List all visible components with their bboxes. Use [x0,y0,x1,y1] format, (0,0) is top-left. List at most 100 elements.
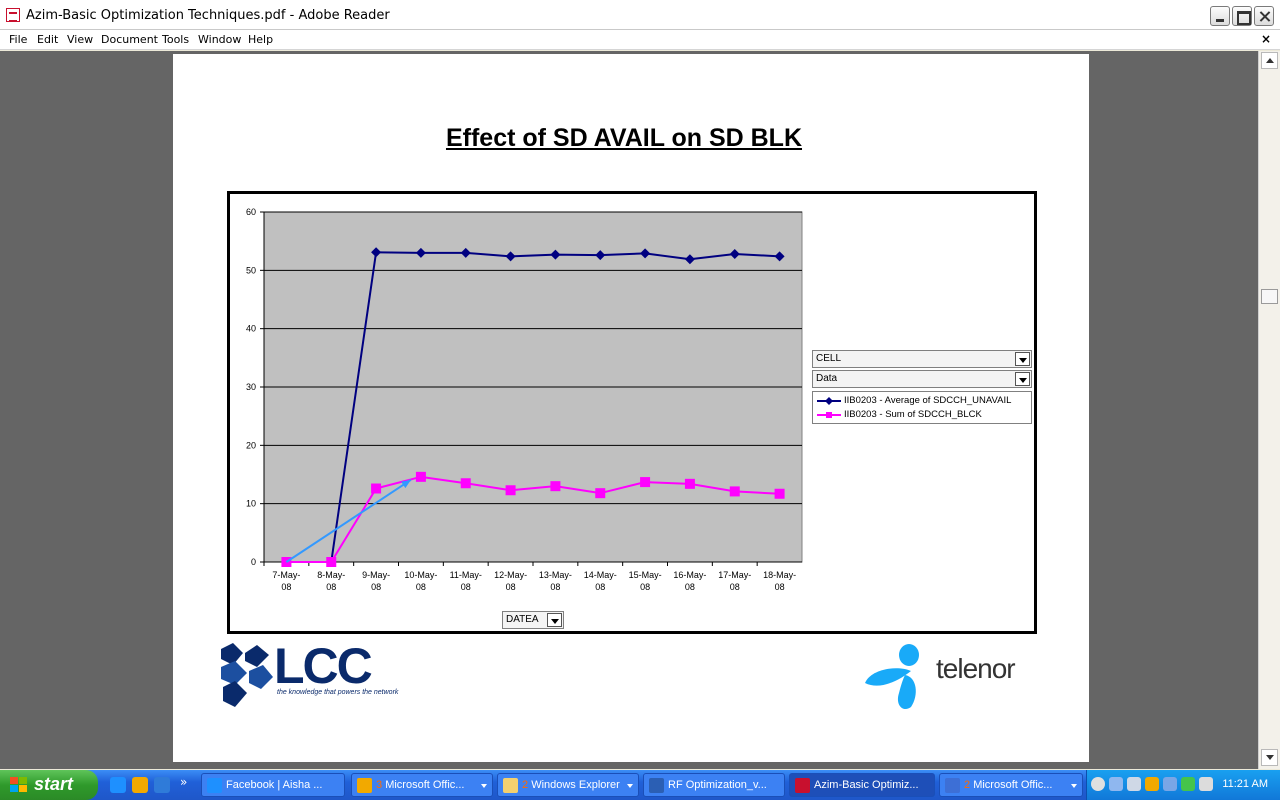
y-tick-label: 0 [251,557,256,567]
series-line [286,475,780,563]
y-tick-label: 50 [246,265,256,275]
cell-field-dropdown[interactable]: CELL [812,350,1032,368]
task-app-icon [207,778,222,793]
square-marker-icon [817,412,841,418]
y-tick-label: 10 [246,499,256,509]
lcc-tagline: the knowledge that powers the network [277,689,399,696]
title-bar: Azim-Basic Optimization Techniques.pdf -… [0,0,1280,30]
x-tick-label: 18-May- [763,570,796,580]
chevron-down-icon[interactable] [547,613,562,627]
data-point [729,486,740,497]
taskbar-button[interactable]: 2 Windows Explorer [497,773,639,797]
start-button[interactable]: start [0,770,98,800]
chevron-down-icon[interactable] [1015,372,1030,386]
x-tick-label: 11-May- [450,570,482,580]
minimize-button[interactable] [1210,6,1230,26]
internet-explorer-icon[interactable] [110,777,126,793]
window-title: Azim-Basic Optimization Techniques.pdf -… [26,8,390,23]
legend-label-blck: IIB0203 - Sum of SDCCH_BLCK [844,409,982,420]
chevron-down-icon[interactable] [1015,352,1030,366]
data-point [371,483,382,494]
quicklaunch-overflow-icon[interactable]: » [180,775,188,789]
scroll-up-arrow-icon[interactable] [1261,52,1278,69]
chart-frame: 0 10 20 30 40 50 60 7-May- 08 8-May- 08 9-May- 08 10-… [227,191,1037,634]
x-tick-label: 7-May- [272,570,300,580]
outlook-tray-icon[interactable] [1145,777,1159,791]
data-point [684,478,695,489]
diamond-marker-icon [817,397,841,405]
document-close-button[interactable]: × [1260,32,1271,46]
taskbar-button[interactable]: 2 Microsoft Offic... [939,773,1083,797]
x-tick-label: 15-May- [629,570,662,580]
datea-field-dropdown[interactable]: DATEA [502,611,564,629]
vertical-scrollbar[interactable] [1258,51,1280,769]
x-tick-label: 9-May- [362,570,390,580]
taskbar-button[interactable]: RF Optimization_v... [643,773,785,797]
x-tick-label: 10-May- [404,570,437,580]
scroll-down-arrow-icon[interactable] [1261,749,1278,766]
x-tick-label: 13-May- [539,570,572,580]
task-app-icon [945,778,960,793]
data-point [640,477,651,488]
task-label: Azim-Basic Optimiz... [814,779,919,791]
wireless-icon[interactable] [1181,777,1195,791]
taskbar-button[interactable]: 3 Microsoft Offic... [351,773,493,797]
menu-tools[interactable]: Tools [162,33,190,46]
network-icon[interactable] [1109,777,1123,791]
x-tick-label: 08 [371,582,381,592]
y-tick-label: 60 [246,207,256,217]
telenor-wordmark: telenor [936,653,1016,684]
data-point [684,254,695,265]
data-point [595,250,606,261]
menu-help[interactable]: Help [248,33,274,46]
outlook-icon[interactable] [132,777,148,793]
menu-document[interactable]: Document [101,33,158,46]
ie-quicklaunch-icon[interactable] [154,777,170,793]
connection-icon[interactable] [1163,777,1177,791]
data-point [326,557,337,567]
lcc-emblem-icon [221,643,273,707]
data-point [774,488,785,499]
task-group-count: 3 [376,779,383,791]
x-tick-label: 08 [640,582,650,592]
close-button[interactable] [1254,6,1274,26]
taskbar-button[interactable]: Azim-Basic Optimiz... [789,773,935,797]
chart-legend: IIB0203 - Average of SDCCH_UNAVAIL IIB02… [812,391,1032,424]
cell-field-label: CELL [816,353,842,364]
legend-label-unavail: IIB0203 - Average of SDCCH_UNAVAIL [844,395,1012,406]
x-tick-label: 12-May- [494,570,527,580]
task-label: RF Optimization_v... [668,779,767,791]
task-app-icon [795,778,810,793]
clock: 11:21 AM [1222,778,1268,790]
series-line [286,251,780,563]
data-point [595,488,606,499]
x-tick-label: 08 [326,582,336,592]
task-label: Facebook | Aisha ... [226,779,323,791]
x-tick-label: 08 [685,582,695,592]
x-tick-label: 08 [775,582,785,592]
menu-edit[interactable]: Edit [37,33,59,46]
task-label: Microsoft Offic... [973,779,1053,791]
y-tick-label: 20 [246,440,256,450]
system-tray: 11:21 AM [1086,770,1280,800]
pdf-page: Effect of SD AVAIL on SD BLK 0 10 20 30 40 50… [173,54,1089,762]
taskbar: start » Facebook | Aisha ... 3 Microsoft … [0,770,1280,800]
network2-icon[interactable] [1127,777,1141,791]
scroll-thumb[interactable] [1261,289,1278,304]
document-viewport[interactable]: Effect of SD AVAIL on SD BLK 0 10 20 30 40 50… [0,51,1258,769]
menu-window[interactable]: Window [198,33,242,46]
task-group-arrow-icon [481,784,487,788]
menu-file[interactable]: File [9,33,28,46]
menu-view[interactable]: View [67,33,94,46]
data-field-dropdown[interactable]: Data [812,370,1032,388]
data-point [460,478,471,489]
language-icon[interactable] [1199,777,1213,791]
task-group-count: 2 [522,779,529,791]
tray-collapse-icon[interactable] [1091,777,1105,791]
x-tick-label: 16-May- [673,570,706,580]
task-app-icon [357,778,372,793]
x-tick-label: 08 [595,582,605,592]
taskbar-button[interactable]: Facebook | Aisha ... [201,773,345,797]
x-tick-label: 08 [550,582,560,592]
maximize-button[interactable] [1232,6,1252,26]
